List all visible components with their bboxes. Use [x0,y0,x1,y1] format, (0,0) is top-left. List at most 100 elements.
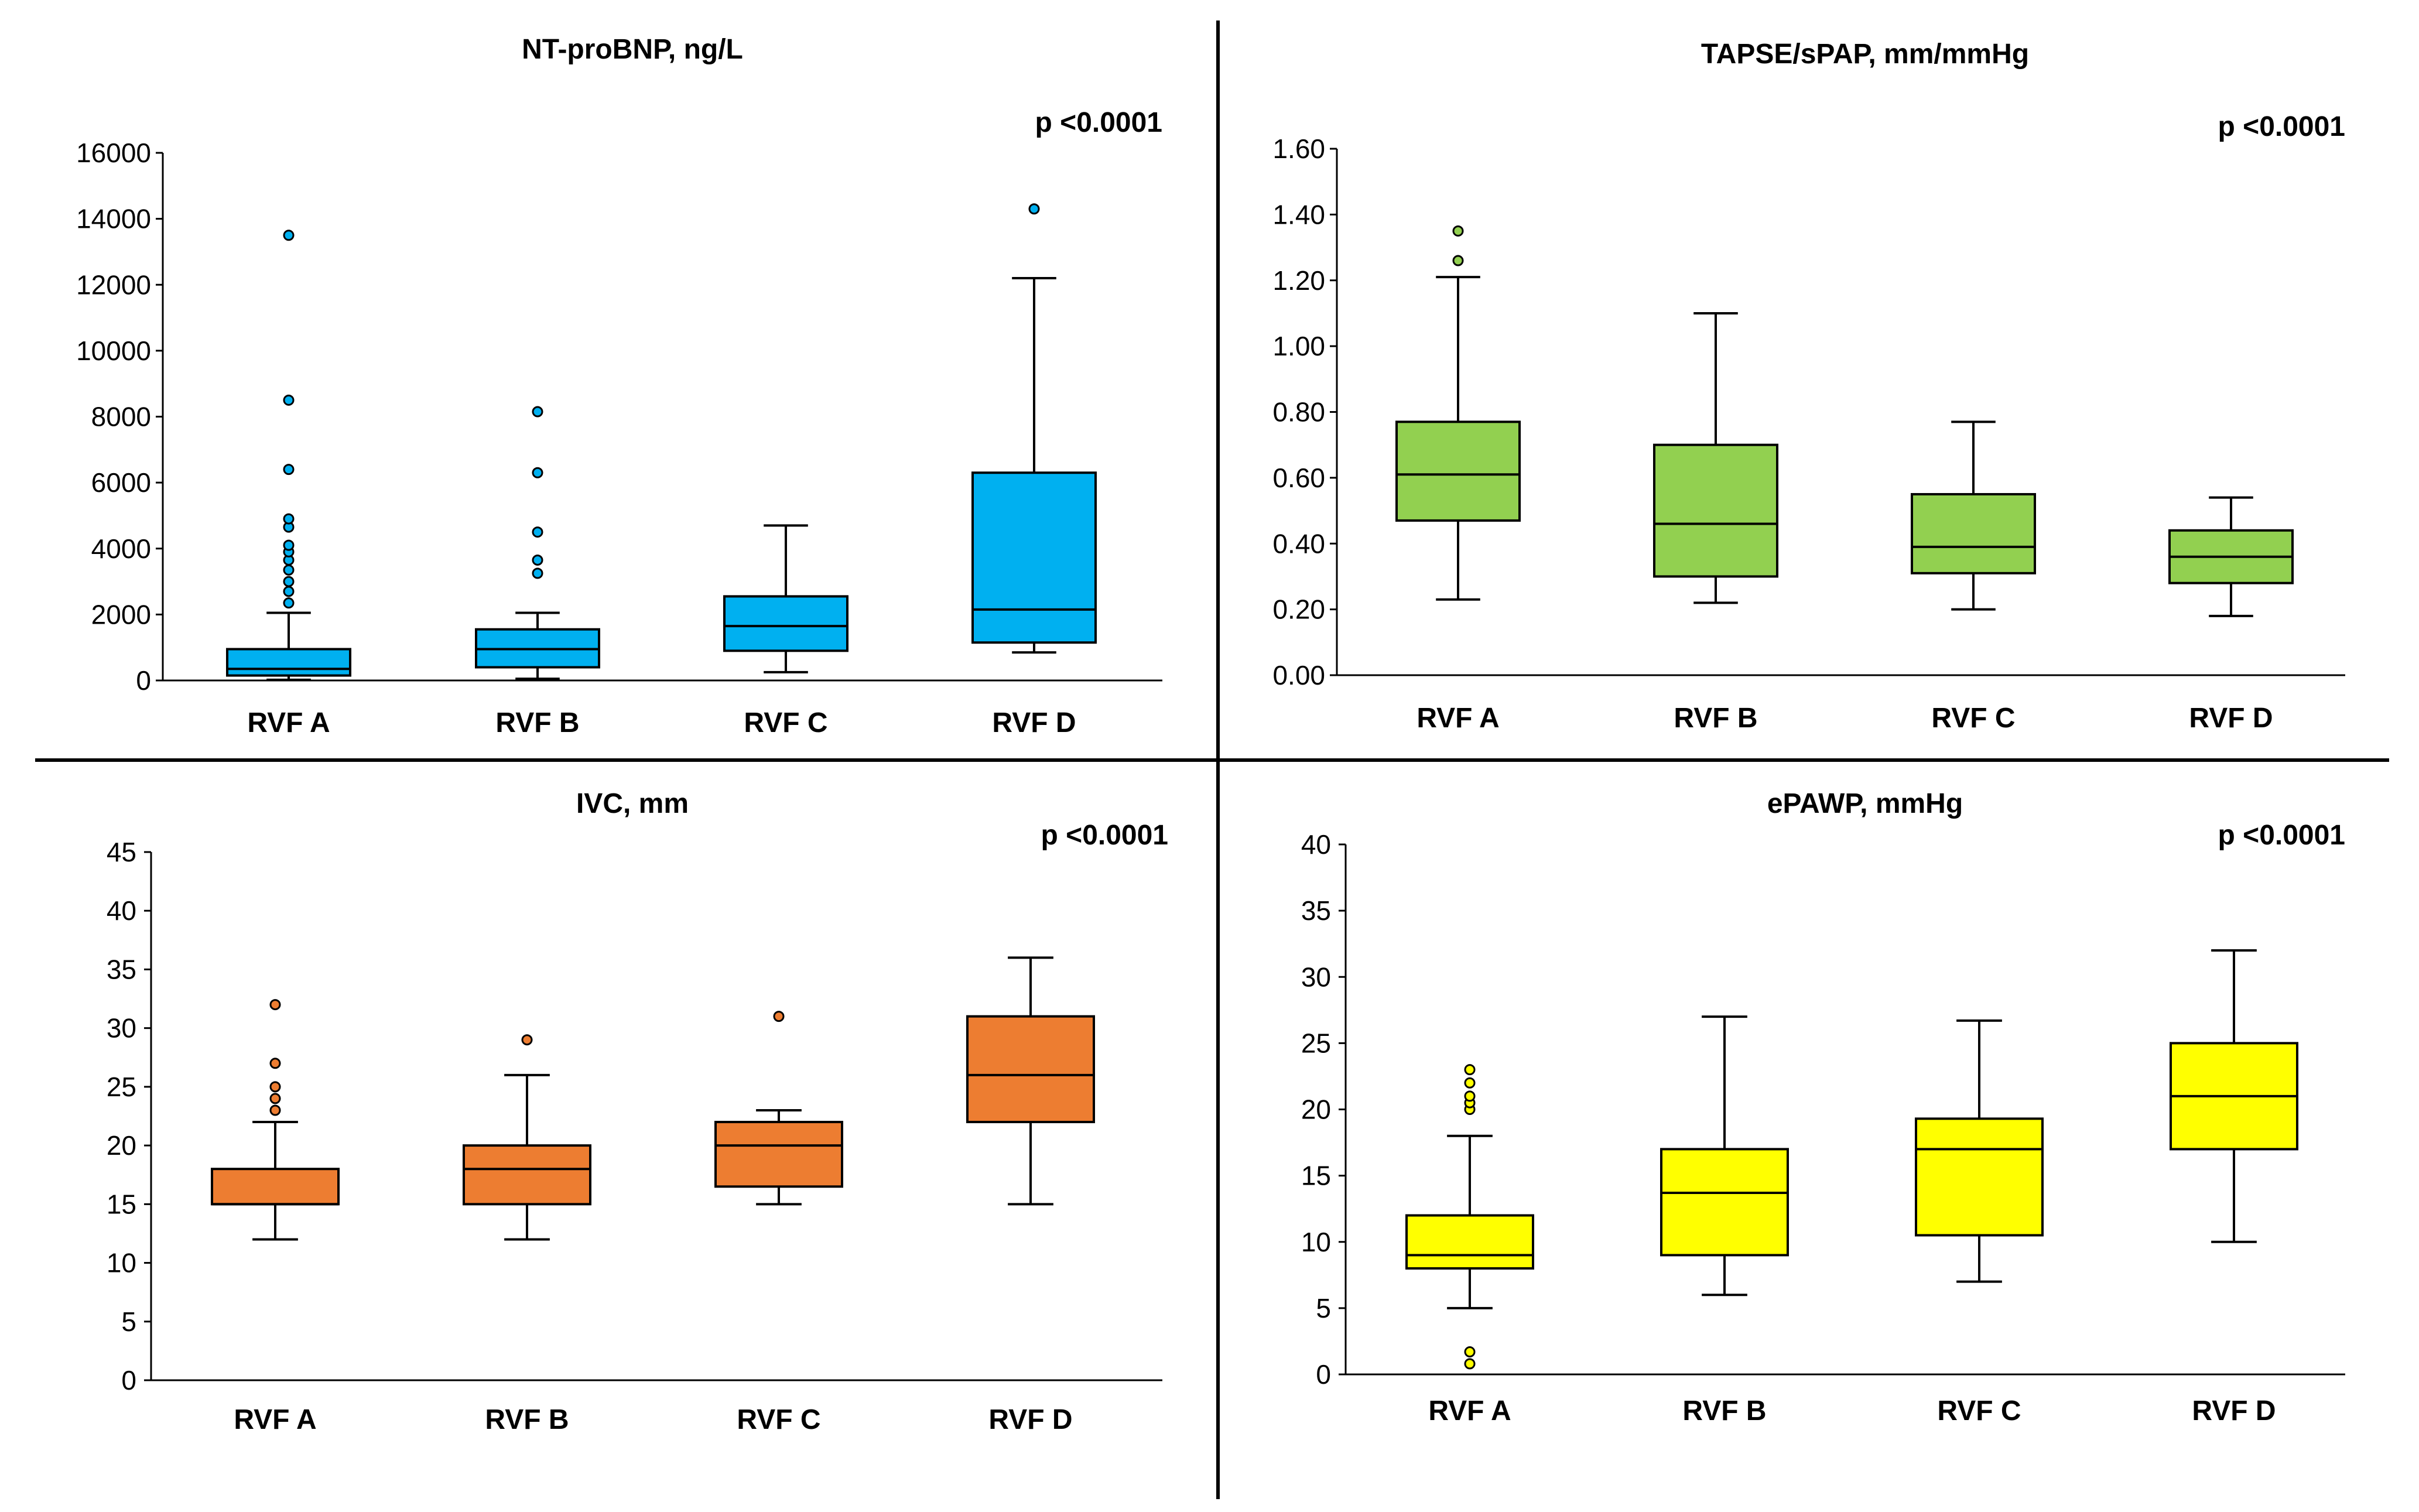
outlier-point [532,567,543,579]
y-tick-label: 35 [1301,895,1331,926]
y-tick-label: 15 [107,1189,136,1219]
outlier-point [1464,1358,1476,1370]
y-tick-label: 1.00 [1272,331,1325,361]
panel-epawp: ePAWP, mmHg p <0.0001 0 5 10 15 20 25 30 35 40 RV… [1301,788,2345,1427]
p-value-label: p <0.0001 [1035,107,1163,138]
y-tick-label: 0.00 [1272,660,1325,690]
category-label: RVF B [1682,1395,1766,1427]
y-tick-label: 20 [1301,1094,1331,1125]
outlier-point [283,564,295,576]
category-label: RVF A [1416,703,1499,734]
outlier-point [532,526,543,538]
y-tick-label: 14000 [76,204,151,234]
y-tick-label: 0.60 [1272,463,1325,493]
outlier-point [1464,1064,1476,1076]
outlier-point [521,1034,533,1046]
plot-area-epawp: 0 5 10 15 20 25 30 35 40 RVF A RVF B RVF C RVF D [1301,829,2345,1427]
category-label: RVF C [1937,1395,2021,1427]
y-tick-label: 0.40 [1272,528,1325,559]
outlier-point [283,464,295,476]
y-tick-label: 45 [107,837,136,867]
box-iqr [226,648,351,677]
box-iqr [1405,1214,1534,1270]
y-tick-label: 1.60 [1272,134,1325,164]
y-tick-label: 5 [121,1306,136,1337]
category-label: RVF D [992,707,1076,738]
y-tick-label: 30 [1301,962,1331,992]
category-label: RVF C [1931,703,2015,734]
y-tick-label: 30 [107,1013,136,1044]
y-tick-label: 15 [1301,1161,1331,1191]
outlier-point [532,406,543,418]
outlier-point [269,999,281,1011]
y-tick-label: 4000 [91,533,151,564]
y-tick-label: 2000 [91,599,151,630]
y-tick-label: 1.40 [1272,199,1325,230]
outlier-point [1452,255,1464,266]
y-tick-label: 25 [1301,1028,1331,1058]
box-iqr [1915,1117,2044,1237]
box-iqr [971,471,1097,644]
p-value-label: p <0.0001 [2218,111,2346,142]
y-tick-label: 0 [136,665,151,696]
box-iqr [1653,443,1778,578]
y-tick-label: 20 [107,1130,136,1161]
outlier-point [283,230,295,241]
y-tick-label: 40 [107,895,136,926]
box-iqr [211,1168,340,1206]
panel-ivc: IVC, mm p <0.0001 0 5 10 15 20 25 30 35 40 45 RVF … [107,788,1168,1435]
y-tick-label: 10 [107,1248,136,1278]
y-tick-label: 0.80 [1272,397,1325,427]
outlier-point [773,1011,785,1022]
outlier-point [269,1104,281,1116]
outlier-point [283,513,295,525]
category-label: RVF C [744,707,827,738]
y-tick-label: 5 [1316,1293,1331,1323]
panel-title: ePAWP, mmHg [1767,788,1963,819]
category-label: RVF D [988,1404,1072,1435]
plot-area-tapse-spap: 0.00 0.20 0.40 0.60 0.80 1.00 1.20 1.40 1.60 RVF … [1272,134,2345,734]
outlier-point [283,586,295,597]
category-label: RVF D [2189,703,2273,734]
outlier-point [1452,225,1464,237]
category-label: RVF C [737,1404,820,1435]
plot-area-ivc: 0 5 10 15 20 25 30 35 40 45 RVF A RVF B RVF C RVF D [107,837,1162,1435]
category-label: RVF A [247,707,330,738]
box-iqr [723,595,848,652]
p-value-label: p <0.0001 [1041,820,1169,851]
outlier-point [1464,1077,1476,1089]
panel-tapse-spap: TAPSE/sPAP, mm/mmHg p <0.0001 0.000.200.… [1272,39,2345,734]
y-tick-label: 0 [121,1365,136,1395]
y-tick-label: 1.20 [1272,265,1325,296]
y-tick-label: 40 [1301,829,1331,860]
category-label: RVF B [495,707,579,738]
outlier-point [532,467,543,478]
outlier-point [269,1093,281,1104]
y-tick-label: 10 [1301,1227,1331,1257]
box-iqr [1911,492,2036,574]
outlier-point [532,554,543,566]
p-value-label: p <0.0001 [2218,820,2346,851]
outlier-point [283,597,295,609]
panel-ntprobnp: NT-proBNP, ng/L p <0.0001 0 2000 4000 6000 8… [76,34,1162,738]
y-tick-label: 12000 [76,269,151,300]
box-iqr [966,1015,1095,1124]
y-tick-label: 10000 [76,336,151,366]
category-label: RVF A [234,1404,316,1435]
outlier-point [269,1058,281,1069]
outlier-point [283,576,295,587]
y-tick-label: 0 [1316,1359,1331,1390]
category-label: RVF D [2192,1395,2276,1427]
category-label: RVF B [485,1404,569,1435]
outlier-point [1028,203,1040,215]
outlier-point [269,1081,281,1093]
y-tick-label: 0.20 [1272,594,1325,625]
outlier-point [1464,1090,1476,1102]
panel-title: TAPSE/sPAP, mm/mmHg [1701,39,2029,70]
outlier-point [283,394,295,406]
y-tick-label: 16000 [76,138,151,168]
y-tick-label: 35 [107,954,136,984]
y-tick-label: 6000 [91,467,151,498]
